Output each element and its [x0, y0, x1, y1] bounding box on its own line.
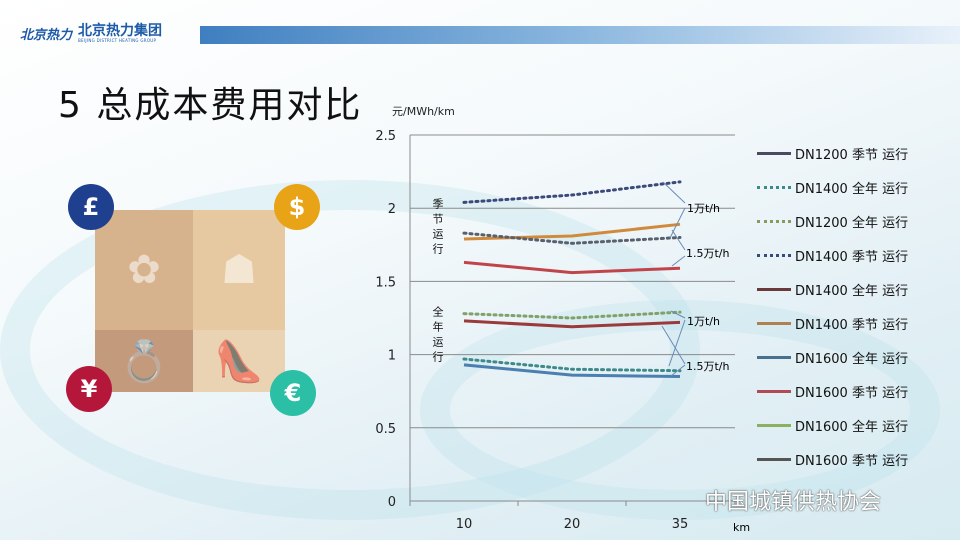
dollar-icon: $ — [274, 184, 320, 230]
x-tick-label: 10 — [456, 517, 473, 532]
shoe-tile: 👠 — [193, 330, 285, 392]
legend-label: DN1400 季节 运行 — [795, 317, 909, 333]
logo-en: BEIJING DISTRICT HEATING GROUP — [78, 38, 157, 43]
x-tick-label: 35 — [672, 517, 689, 532]
legend-swatch — [757, 253, 791, 257]
series-line — [463, 260, 681, 275]
annotations: 1万t/h 1.5万t/h 1万t/h 1.5万t/h — [661, 181, 730, 377]
legend-swatch — [757, 355, 791, 359]
legend-swatch — [757, 457, 791, 461]
annotation-group-annual: 全年运行 — [431, 306, 444, 366]
legend-item: DN1400 全年 运行 — [757, 170, 908, 204]
veil-tile: ☗ — [193, 210, 285, 330]
legend-item: DN1600 全年 运行 — [757, 408, 908, 442]
legend-swatch — [757, 219, 791, 223]
logo-cn: 北京热力集团 — [78, 23, 163, 39]
annotation-flow-1: 1万t/h — [687, 202, 720, 215]
legend-item: DN1400 全年 运行 — [757, 272, 908, 306]
y-tick-label: 1.5 — [375, 275, 396, 290]
legend-label: DN1400 全年 运行 — [795, 181, 909, 197]
y-tick-label: 1 — [388, 349, 396, 364]
y-tick-label: 0 — [388, 495, 396, 510]
yen-icon: ¥ — [66, 366, 112, 412]
legend-item: DN1200 季节 运行 — [757, 136, 908, 170]
watermark: 中国城镇供热协会 — [705, 490, 882, 515]
legend-label: DN1600 季节 运行 — [795, 385, 909, 401]
legend-swatch — [757, 423, 791, 427]
legend-label: DN1200 全年 运行 — [795, 215, 909, 231]
legend-item: DN1600 季节 运行 — [757, 442, 908, 476]
logo-mark: 北京热力 — [20, 28, 73, 43]
legend-label: DN1400 季节 运行 — [795, 249, 909, 265]
decor-tiles: ✿ ☗ 💍 👠 — [95, 210, 285, 392]
euro-icon: € — [270, 370, 316, 416]
legend-swatch — [757, 151, 791, 155]
legend-item: DN1400 季节 运行 — [757, 306, 908, 340]
legend-label: DN1200 季节 运行 — [795, 147, 909, 163]
series-line — [462, 310, 682, 320]
x-axis-label: km — [733, 521, 750, 534]
annotation-arrows — [661, 181, 686, 377]
y-tick-label: 2 — [388, 202, 396, 217]
annotation-flow-15: 1.5万t/h — [686, 247, 730, 260]
legend-label: DN1600 全年 运行 — [795, 351, 909, 367]
legend-item: DN1600 全年 运行 — [757, 340, 908, 374]
annotation-group-seasonal: 季节运行 — [431, 198, 444, 258]
legend-label: DN1600 全年 运行 — [795, 419, 909, 435]
series-line — [462, 180, 682, 204]
y-tick-label: 2.5 — [375, 129, 396, 144]
x-tick-label: 20 — [564, 517, 581, 532]
series-line — [463, 319, 681, 329]
page-title: 5 总成本费用对比 — [58, 85, 363, 126]
chart-legend: DN1200 季节 运行 DN1400 全年 运行 DN1200 全年 运行 DN14… — [757, 136, 908, 476]
y-axis-label: 元/MWh/km — [392, 105, 455, 118]
ring-tile: 💍 — [95, 330, 193, 392]
pound-icon: £ — [68, 184, 114, 230]
y-tick-label: 0.5 — [375, 422, 396, 437]
header-bar — [200, 26, 960, 44]
legend-swatch — [757, 287, 791, 291]
annotation-flow-1b: 1万t/h — [687, 315, 720, 328]
legend-swatch — [757, 185, 791, 189]
legend-swatch — [757, 321, 791, 325]
legend-item: DN1200 全年 运行 — [757, 204, 908, 238]
legend-swatch — [757, 389, 791, 393]
annotation-flow-15b: 1.5万t/h — [686, 360, 730, 373]
bouquet-tile: ✿ — [95, 210, 193, 330]
company-logo: 北京热力 北京热力集团 BEIJING DISTRICT HEATING GRO… — [20, 24, 162, 43]
legend-item: DN1400 季节 运行 — [757, 238, 908, 272]
legend-item: DN1600 季节 运行 — [757, 374, 908, 408]
legend-label: DN1400 全年 运行 — [795, 283, 909, 299]
legend-label: DN1600 季节 运行 — [795, 453, 909, 469]
